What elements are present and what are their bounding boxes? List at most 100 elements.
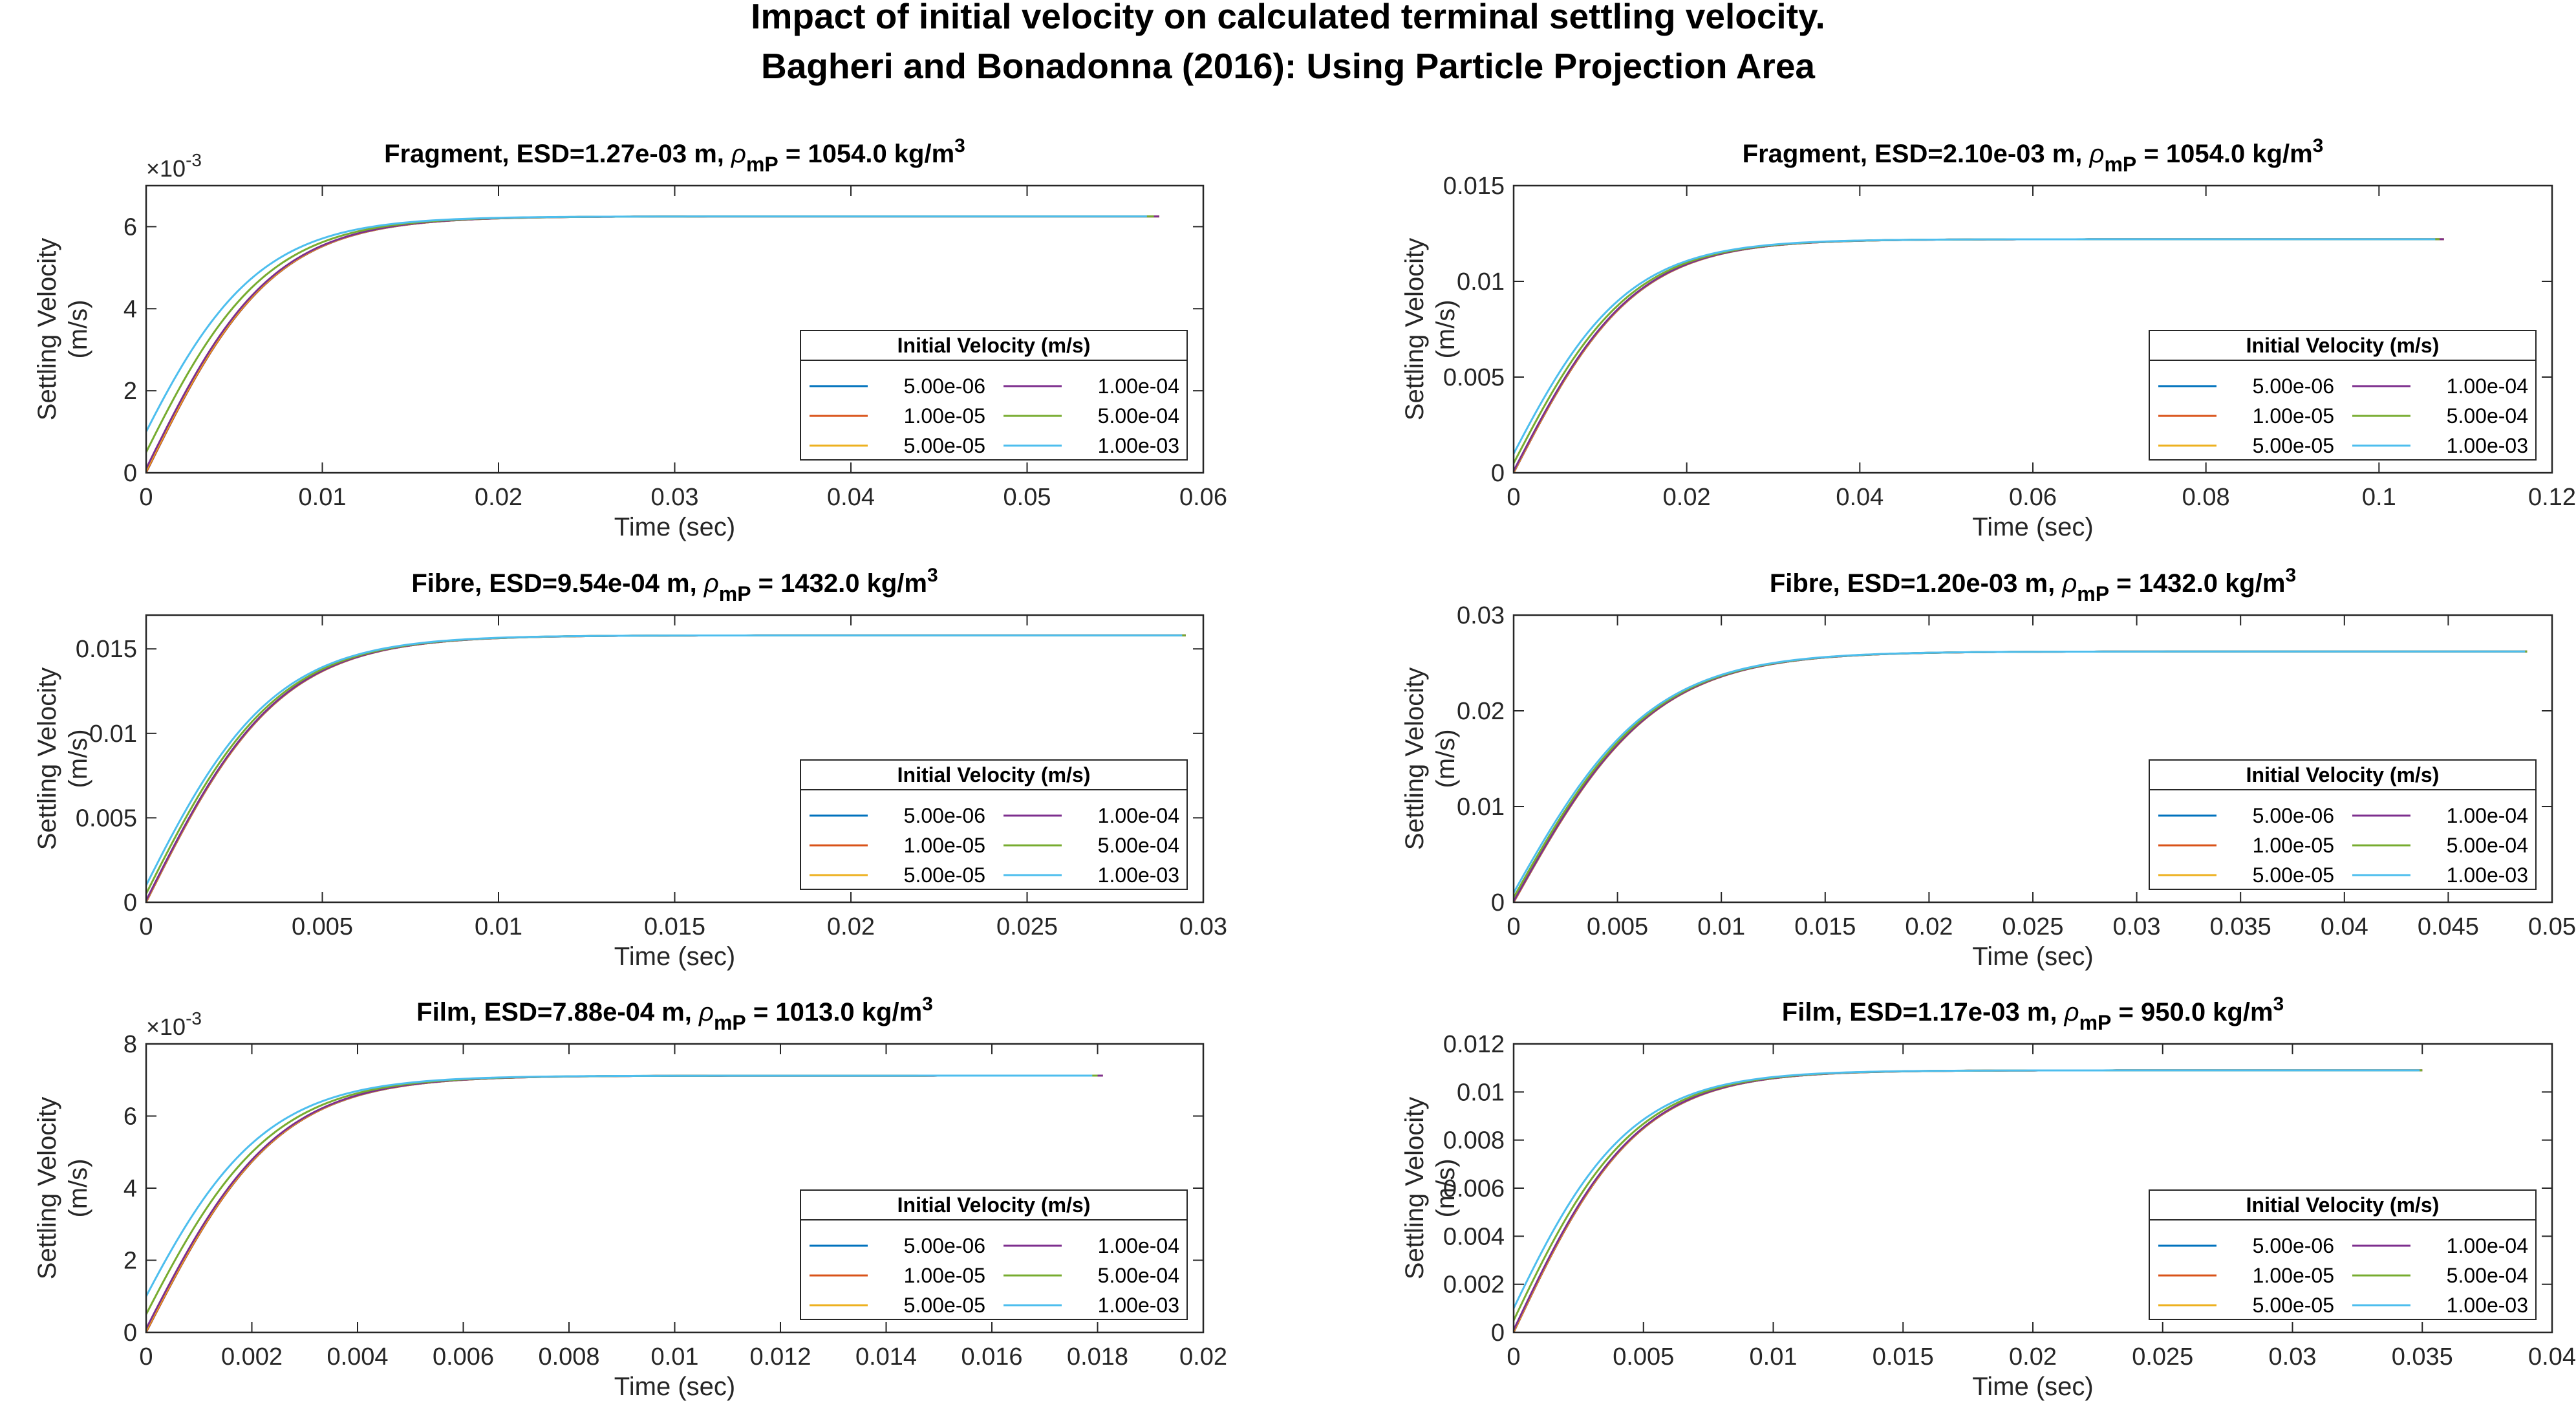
legend-label: 5.00e-06 xyxy=(2253,1234,2334,1257)
x-tick-label: 0.03 xyxy=(651,484,699,511)
legend-label: 1.00e-03 xyxy=(1098,1294,1179,1317)
x-tick-label: 0.005 xyxy=(1587,913,1648,940)
y-axis-label-line2: (m/s) xyxy=(1432,299,1460,358)
y-tick-label: 0.012 xyxy=(1443,1031,1505,1058)
x-tick-label: 0.035 xyxy=(2392,1343,2453,1371)
y-exponent-label: ×10-3 xyxy=(146,150,202,182)
title-subscript: mP xyxy=(2077,582,2109,605)
x-tick-label: 0.014 xyxy=(855,1343,917,1371)
x-tick-label: 0 xyxy=(139,484,153,511)
x-tick-label: 0.025 xyxy=(2132,1343,2193,1371)
legend-label: 5.00e-05 xyxy=(904,434,985,457)
series-line-1.00e-03 xyxy=(1514,650,2526,893)
title-superscript: 3 xyxy=(922,993,933,1015)
legend-label: 1.00e-05 xyxy=(2253,404,2334,428)
x-axis-label: Time (sec) xyxy=(1972,513,2093,541)
x-tick-label: 0.04 xyxy=(827,484,875,511)
title-text-part: = 1432.0 kg/m xyxy=(751,569,927,598)
legend-label: 1.00e-03 xyxy=(1098,434,1179,457)
y-exponent-power: -3 xyxy=(186,1008,202,1028)
title-subscript: mP xyxy=(746,153,778,176)
title-superscript: 3 xyxy=(954,135,965,157)
legend: Initial Velocity (m/s) 5.00e-06 1.00e-05 5.… xyxy=(800,759,1188,890)
subplot-title: Film, ESD=7.88e-04 m, ρmP = 1013.0 kg/m3 xyxy=(416,993,933,1034)
subplot-6: 0 0.005 0.01 0.015 0.02 0.025 0.03 0.035 0.04 0 0.… xyxy=(1401,993,2576,1401)
x-axis-label: Time (sec) xyxy=(614,1372,735,1401)
title-subscript: mP xyxy=(719,582,751,605)
y-tick-label: 0.01 xyxy=(1457,1079,1505,1106)
y-axis-label-line2: (m/s) xyxy=(64,729,92,788)
x-tick-label: 0.01 xyxy=(651,1343,699,1371)
x-tick-label: 0 xyxy=(1507,913,1520,940)
y-exponent-base: ×10 xyxy=(146,155,186,182)
x-tick-label: 0.005 xyxy=(292,913,353,940)
y-tick-label: 2 xyxy=(123,378,137,405)
x-tick-label: 0.04 xyxy=(1836,484,1884,511)
x-axis-label: Time (sec) xyxy=(1972,942,2093,971)
title-superscript: 3 xyxy=(927,565,938,586)
legend-title: Initial Velocity (m/s) xyxy=(897,1193,1091,1217)
x-tick-label: 0 xyxy=(1507,1343,1520,1371)
y-tick-label: 0 xyxy=(123,1319,137,1347)
y-axis-label-line2: (m/s) xyxy=(64,1158,92,1217)
x-tick-label: 0.03 xyxy=(1179,913,1227,940)
title-text-part: Film, ESD=1.17e-03 m, xyxy=(1782,998,2065,1026)
legend: Initial Velocity (m/s) 5.00e-06 1.00e-05 5.… xyxy=(800,330,1188,461)
subplot-title: Fragment, ESD=1.27e-03 m, ρmP = 1054.0 k… xyxy=(384,135,965,176)
title-rho: ρ xyxy=(2089,140,2105,168)
title-text-part: = 950.0 kg/m xyxy=(2111,998,2273,1026)
x-tick-label: 0.12 xyxy=(2528,484,2576,511)
title-rho: ρ xyxy=(698,998,714,1026)
title-rho: ρ xyxy=(731,140,746,168)
y-axis-label-line2: (m/s) xyxy=(64,299,92,358)
legend-label: 5.00e-05 xyxy=(2253,434,2334,457)
x-tick-label: 0.06 xyxy=(1179,484,1227,511)
legend: Initial Velocity (m/s) 5.00e-06 1.00e-05 5.… xyxy=(2149,330,2537,461)
legend-label: 1.00e-04 xyxy=(2447,1234,2528,1257)
legend: Initial Velocity (m/s) 5.00e-06 1.00e-05 5.… xyxy=(2149,759,2537,890)
x-tick-label: 0.01 xyxy=(1697,913,1745,940)
x-tick-label: 0.005 xyxy=(1613,1343,1674,1371)
y-axis-label-line1: Settling Velocity xyxy=(1401,1097,1429,1279)
figure-title-line1: Impact of initial velocity on calculated… xyxy=(751,0,1825,36)
y-axis-label: Settling Velocity (m/s) xyxy=(33,238,92,420)
y-exponent-base: ×10 xyxy=(146,1014,186,1040)
x-tick-label: 0.02 xyxy=(475,484,522,511)
y-axis-label-line1: Settling Velocity xyxy=(1401,238,1429,420)
axes-frame xyxy=(145,184,1205,474)
title-text-part: = 1054.0 kg/m xyxy=(778,140,954,168)
x-tick-label: 0.004 xyxy=(327,1343,388,1371)
y-tick-label: 0.004 xyxy=(1443,1223,1505,1250)
subplot-title: Film, ESD=1.17e-03 m, ρmP = 950.0 kg/m3 xyxy=(1782,993,2284,1034)
series-group xyxy=(1514,238,2444,473)
x-tick-label: 0.03 xyxy=(2113,913,2161,940)
y-tick-label: 0.005 xyxy=(1443,364,1505,391)
x-tick-label: 0.04 xyxy=(2528,1343,2576,1371)
y-tick-label: 0.005 xyxy=(76,805,137,832)
y-axis-label-line1: Settling Velocity xyxy=(1401,667,1429,850)
series-group xyxy=(146,215,1159,473)
x-tick-label: 0.08 xyxy=(2182,484,2230,511)
legend-title: Initial Velocity (m/s) xyxy=(2246,334,2440,357)
title-subscript: mP xyxy=(714,1011,746,1034)
title-superscript: 3 xyxy=(2313,135,2324,157)
subplot-5: 0 0.002 0.004 0.006 0.008 0.01 0.012 0.014 0.016… xyxy=(33,993,1227,1401)
y-axis-label-line2: (m/s) xyxy=(1432,1158,1460,1217)
title-text-part: Fibre, ESD=9.54e-04 m, xyxy=(411,569,703,598)
legend-label: 1.00e-03 xyxy=(1098,863,1179,887)
title-subscript: mP xyxy=(2104,153,2136,176)
legend-label: 1.00e-04 xyxy=(2447,804,2528,827)
y-axis-label-line1: Settling Velocity xyxy=(33,1097,61,1279)
subplot-title: Fibre, ESD=1.20e-03 m, ρmP = 1432.0 kg/m… xyxy=(1770,565,2296,605)
title-rho: ρ xyxy=(2061,569,2077,598)
series-line-1.00e-03 xyxy=(1514,238,2436,455)
legend-box xyxy=(800,1189,1188,1320)
y-tick-label: 8 xyxy=(123,1031,137,1058)
x-tick-label: 0.045 xyxy=(2418,913,2479,940)
title-rho: ρ xyxy=(2064,998,2079,1026)
title-text-part: Fragment, ESD=2.10e-03 m, xyxy=(1743,140,2090,168)
x-axis-label: Time (sec) xyxy=(614,513,735,541)
legend-box xyxy=(2149,759,2537,890)
figure-title-line2: Bagheri and Bonadonna (2016): Using Part… xyxy=(761,46,1815,86)
